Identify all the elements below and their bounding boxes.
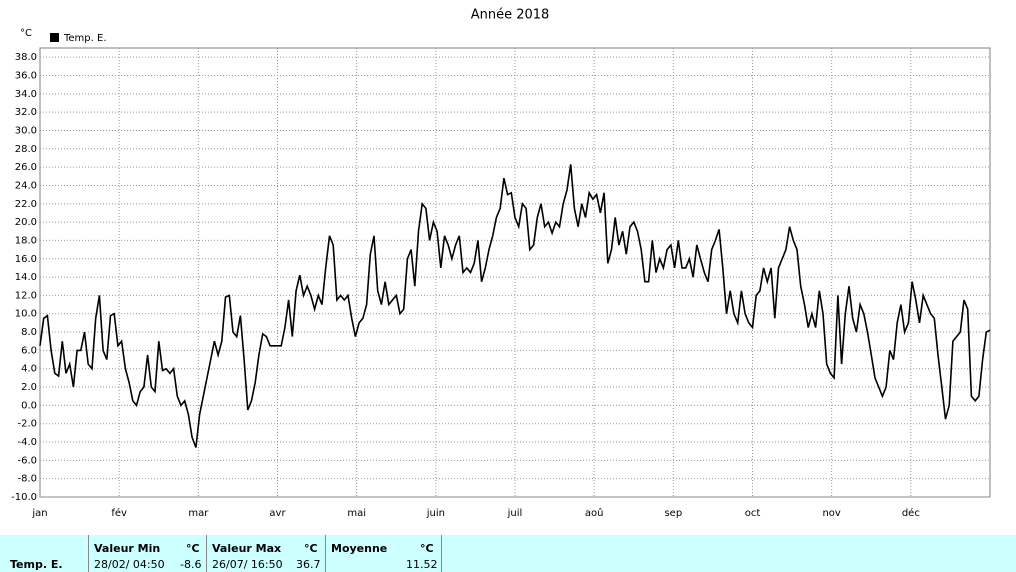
separator xyxy=(88,535,89,572)
y-tick-label: 0.0 xyxy=(21,400,37,411)
y-tick-label: 10.0 xyxy=(15,309,37,320)
min-date: 28/02/ 04:50 xyxy=(94,558,165,571)
x-tick-label: jan xyxy=(31,508,47,519)
separator xyxy=(441,535,442,572)
series-line xyxy=(39,164,991,448)
y-tick-label: -2.0 xyxy=(17,419,37,430)
y-tick-label: 36.0 xyxy=(15,70,37,81)
mean-title: Moyenne xyxy=(331,542,388,555)
x-tick-label: avr xyxy=(269,508,286,519)
stats-bar: Temp. E. Valeur Min °C 28/02/ 04:50 -8.6… xyxy=(0,535,1016,572)
y-unit: °C xyxy=(20,28,32,39)
min-value: -8.6 xyxy=(180,558,202,571)
y-tick-label: 18.0 xyxy=(15,235,37,246)
x-tick-label: mar xyxy=(188,508,209,519)
x-tick-label: nov xyxy=(822,508,840,519)
x-tick-label: déc xyxy=(902,507,920,519)
y-tick-label: 2.0 xyxy=(21,382,37,393)
x-tick-label: fév xyxy=(111,507,127,519)
chart: Année 2018 °C Temp. E. -10.0 -8.0 -6.0 -4.0… xyxy=(11,8,991,519)
y-tick-label: 32.0 xyxy=(15,107,37,118)
mean-unit: °C xyxy=(420,542,434,555)
x-tick-label: juin xyxy=(426,508,445,519)
min-title: Valeur Min xyxy=(94,542,161,555)
stats-name: Temp. E. xyxy=(10,558,63,571)
y-tick-label: -10.0 xyxy=(11,492,37,503)
y-tick-label: 30.0 xyxy=(15,125,37,136)
max-title: Valeur Max xyxy=(212,542,282,555)
y-tick-label: 14.0 xyxy=(15,272,37,283)
legend-label: Temp. E. xyxy=(63,33,107,44)
y-tick-label: 20.0 xyxy=(15,217,37,228)
y-tick-label: -8.0 xyxy=(17,474,37,485)
mean-value: 11.52 xyxy=(406,558,438,571)
y-tick-label: 26.0 xyxy=(15,162,37,173)
y-tick-label: 16.0 xyxy=(15,254,37,265)
y-tick-label: 6.0 xyxy=(21,345,37,356)
y-tick-label: 8.0 xyxy=(21,327,37,338)
x-tick-label: mai xyxy=(347,508,366,519)
y-tick-label: 28.0 xyxy=(15,144,37,155)
y-tick-label: 24.0 xyxy=(15,180,37,191)
y-tick-label: 34.0 xyxy=(15,89,37,100)
legend-swatch xyxy=(50,33,59,42)
chart-title: Année 2018 xyxy=(471,8,550,23)
x-tick-label: juil xyxy=(507,508,523,519)
y-tick-label: -4.0 xyxy=(17,437,37,448)
max-date: 26/07/ 16:50 xyxy=(212,558,283,571)
min-unit: °C xyxy=(186,542,200,555)
x-tick-label: oct xyxy=(745,508,761,519)
max-value: 36.7 xyxy=(296,558,321,571)
y-tick-label: 4.0 xyxy=(21,364,37,375)
y-tick-label: 12.0 xyxy=(15,290,37,301)
x-tick-label: sep xyxy=(664,508,682,519)
x-tick-label: aoû xyxy=(585,507,604,519)
y-tick-label: -6.0 xyxy=(17,455,37,466)
y-tick-label: 38.0 xyxy=(15,52,37,63)
max-unit: °C xyxy=(304,542,318,555)
separator xyxy=(206,535,207,572)
y-tick-label: 22.0 xyxy=(15,199,37,210)
separator xyxy=(325,535,326,572)
